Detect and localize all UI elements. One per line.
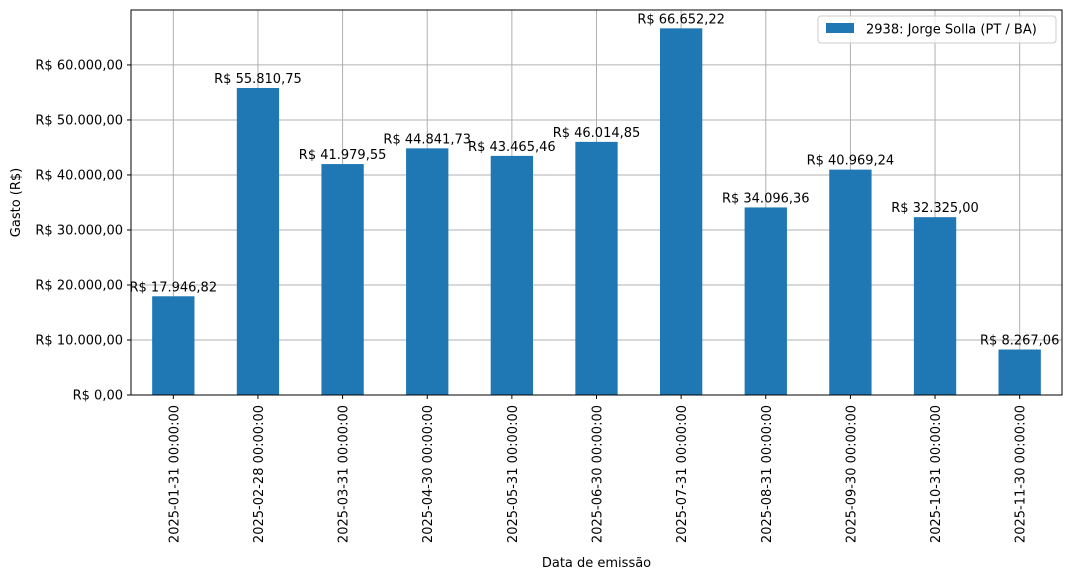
data-label: R$ 44.841,73 xyxy=(383,132,471,147)
bar xyxy=(575,141,618,395)
legend-label: 2938: Jorge Solla (PT / BA) xyxy=(866,23,1037,38)
data-label: R$ 34.096,36 xyxy=(722,191,810,206)
y-axis-title: Gasto (R$) xyxy=(9,168,24,237)
legend-box xyxy=(817,15,1057,44)
legend: 2938: Jorge Solla (PT / BA) xyxy=(817,15,1057,44)
x-tick-label: 2025-04-30 00:00:00 xyxy=(421,405,436,543)
y-tick-label: R$ 20.000,00 xyxy=(35,278,123,293)
x-tick-label: 2025-02-28 00:00:00 xyxy=(252,405,267,543)
bar xyxy=(829,169,872,395)
data-label: R$ 32.325,00 xyxy=(891,201,979,216)
y-tick-label: R$ 10.000,00 xyxy=(35,333,123,348)
x-tick-label: 2025-09-30 00:00:00 xyxy=(844,405,859,543)
data-label: R$ 17.946,82 xyxy=(130,280,218,295)
bar xyxy=(490,155,534,395)
y-axis-ticks: R$ 0,00 R$ 10.000,00 R$ 20.000,00 R$ 30.000… xyxy=(35,58,131,404)
bar xyxy=(321,164,364,395)
x-tick-label: 2025-05-31 00:00:00 xyxy=(506,405,521,543)
data-label: R$ 41.979,55 xyxy=(299,148,387,163)
data-labels: R$ 17.946,82R$ 55.810,75R$ 41.979,55R$ 4… xyxy=(130,12,1060,348)
data-label: R$ 8.267,06 xyxy=(980,334,1059,349)
y-tick-label: R$ 30.000,00 xyxy=(35,223,123,238)
bar xyxy=(406,148,449,395)
x-tick-label: 2025-07-31 00:00:00 xyxy=(675,405,690,543)
x-tick-label: 2025-01-31 00:00:00 xyxy=(167,405,182,543)
y-tick-label: R$ 40.000,00 xyxy=(35,168,123,183)
legend-swatch xyxy=(826,23,854,33)
x-tick-label: 2025-03-31 00:00:00 xyxy=(337,405,352,543)
bar xyxy=(913,217,957,395)
data-label: R$ 43.465,46 xyxy=(468,140,556,155)
x-tick-label: 2025-10-31 00:00:00 xyxy=(929,405,944,543)
bar xyxy=(998,349,1041,395)
x-tick-label: 2025-08-31 00:00:00 xyxy=(760,405,775,543)
y-tick-label: R$ 0,00 xyxy=(73,389,123,404)
x-tick-label: 2025-06-30 00:00:00 xyxy=(591,405,606,543)
bar xyxy=(152,296,195,395)
y-tick-label: R$ 60.000,00 xyxy=(35,58,123,73)
data-label: R$ 40.969,24 xyxy=(807,154,895,169)
bars xyxy=(152,28,1041,396)
bar xyxy=(236,87,280,395)
x-axis-title: Data de emissão xyxy=(542,556,651,571)
bar xyxy=(659,28,703,396)
data-label: R$ 55.810,75 xyxy=(214,72,302,87)
y-tick-label: R$ 50.000,00 xyxy=(35,113,123,128)
bar xyxy=(744,207,787,395)
x-tick-label: 2025-11-30 00:00:00 xyxy=(1014,405,1029,543)
data-label: R$ 46.014,85 xyxy=(553,126,641,141)
x-axis-ticks: 2025-01-31 00:00:00 2025-02-28 00:00:00 20… xyxy=(167,395,1029,543)
data-label: R$ 66.652,22 xyxy=(637,12,725,27)
